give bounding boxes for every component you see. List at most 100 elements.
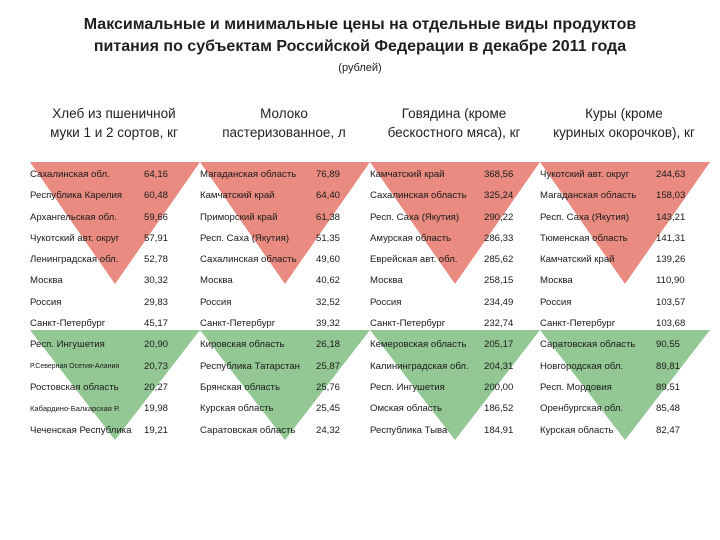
- price-cell: 64,16: [144, 169, 169, 180]
- region-cell: Курская область: [540, 424, 614, 436]
- price-cell: 57,91: [144, 232, 169, 244]
- price-cell: 45,17: [144, 318, 169, 330]
- region-cell: Амурская область: [370, 232, 452, 244]
- min-triangle-beef: [370, 330, 540, 440]
- table-row: Архангельская обл. 59,66 Приморский край 61…: [30, 207, 710, 228]
- region-cell: Москва: [30, 275, 63, 287]
- region-cell: Магаданская область: [200, 169, 297, 180]
- table-row: Респ. Ингушетия 20,90 Кировская область 26,…: [30, 334, 710, 355]
- region-cell: Оренбургская обл.: [540, 403, 624, 415]
- region-cell: Тюменская область: [540, 232, 628, 244]
- region-cell: Кабардино-Балкарская Р.: [30, 404, 120, 414]
- price-cell: 25,87: [316, 360, 341, 372]
- region-cell: Россия: [370, 296, 402, 308]
- max-triangles: [30, 162, 710, 284]
- table-row: Республика Карелия 60,48 Камчатский край 64…: [30, 185, 710, 206]
- price-cell: 143,21: [656, 211, 686, 223]
- price-cell: 89,81: [656, 360, 681, 372]
- price-cell: 19,21: [144, 424, 169, 436]
- price-cell: 110,90: [656, 275, 685, 287]
- region-cell: Еврейская авт. обл.: [370, 254, 458, 266]
- region-cell: Саратовская область: [200, 424, 296, 436]
- table-row: Санкт-Петербург 45,17 Санкт-Петербург 39,32…: [30, 313, 710, 334]
- price-cell: 325,24: [484, 190, 514, 202]
- min-triangle-bread: [30, 330, 200, 440]
- price-cell: 234,49: [484, 296, 514, 308]
- title-line-2: питания по субъектам Российской Федераци…: [93, 38, 627, 55]
- price-cell: 286,33: [484, 232, 514, 244]
- region-cell: Сахалинская обл.: [30, 169, 110, 180]
- price-cell: 49,60: [316, 254, 341, 266]
- region-cell: Санкт-Петербург: [30, 318, 106, 330]
- price-cell: 200,00: [484, 381, 514, 393]
- region-cell: Санкт-Петербург: [370, 318, 446, 330]
- price-cell: 52,78: [144, 254, 169, 266]
- region-cell: Камчатский край: [540, 254, 615, 266]
- min-triangle-milk: [200, 330, 370, 440]
- region-cell: Респ. Ингушетия: [30, 339, 105, 351]
- table-row: Ленинградская обл. 52,78 Сахалинская облас…: [30, 249, 710, 270]
- price-cell: 76,89: [316, 169, 341, 180]
- region-cell: Республика Карелия: [30, 190, 123, 202]
- table-row: Р.Северная Осетия-Алания 20,73 Республика …: [30, 356, 710, 377]
- table-row: Россия 29,83 Россия 32,52 Россия 234,49 Россия…: [30, 292, 710, 313]
- region-cell: Республика Тыва: [370, 424, 448, 436]
- table-row: Чукотский авт. округ 57,91 Респ. Саха (Яку…: [30, 228, 710, 249]
- region-cell: Россия: [30, 296, 62, 308]
- region-cell: Москва: [370, 275, 403, 287]
- price-cell: 40,62: [316, 275, 341, 287]
- price-cell: 141,31: [656, 232, 686, 244]
- region-cell: Санкт-Петербург: [540, 318, 616, 330]
- region-cell: Респ. Ингушетия: [370, 381, 445, 393]
- table-row: Чеченская Республика 19,21 Саратовская обл…: [30, 420, 710, 441]
- price-cell: 244,63: [656, 169, 686, 180]
- region-cell: Ростовская область: [30, 381, 119, 393]
- region-cell: Архангельская обл.: [30, 211, 117, 223]
- column-header-bread: Хлеб из пшеничной муки 1 и 2 сортов, кг: [50, 106, 178, 140]
- price-cell: 205,17: [484, 339, 514, 351]
- region-cell: Сахалинская область: [200, 254, 297, 266]
- price-cell: 30,32: [144, 275, 169, 287]
- price-cell: 26,18: [316, 339, 341, 351]
- region-cell: Чукотский авт. округ: [30, 232, 120, 244]
- region-cell: Кемеровская область: [370, 339, 467, 351]
- column-header-chicken: Куры (кроме куриных окорочков), кг: [553, 106, 695, 140]
- price-cell: 290,22: [484, 211, 514, 223]
- region-cell: Приморский край: [200, 211, 278, 223]
- price-cell: 59,66: [144, 211, 169, 223]
- column-header-milk: Молоко пастеризованное, л: [222, 106, 346, 140]
- price-cell: 51,35: [316, 232, 341, 244]
- max-triangle-beef: [370, 162, 540, 284]
- min-triangle-chicken: [540, 330, 710, 440]
- price-cell: 32,52: [316, 296, 341, 308]
- price-cell: 29,83: [144, 296, 169, 308]
- min-triangles: [30, 330, 710, 440]
- region-cell: Чеченская Республика: [30, 424, 132, 436]
- price-table: Сахалинская обл. 64,16 Магаданская область…: [30, 164, 710, 441]
- page-title: Максимальные и минимальные цены на отдел…: [40, 14, 680, 58]
- region-cell: Р.Северная Осетия-Алания: [30, 362, 120, 370]
- price-cell: 368,56: [484, 169, 514, 180]
- region-cell: Россия: [540, 296, 572, 308]
- table-row: Кабардино-Балкарская Р. 19,98 Курская обла…: [30, 398, 710, 419]
- region-cell: Ленинградская обл.: [30, 254, 119, 266]
- table-row: Сахалинская обл. 64,16 Магаданская область…: [30, 164, 710, 185]
- price-cell: 232,74: [484, 318, 514, 330]
- price-cell: 186,52: [484, 403, 514, 415]
- price-cell: 89,51: [656, 381, 681, 393]
- price-cell: 60,48: [144, 190, 169, 202]
- region-cell: Курская область: [200, 403, 274, 415]
- price-cell: 258,15: [484, 275, 514, 287]
- region-cell: Омская область: [370, 403, 442, 415]
- price-cell: 64,40: [316, 190, 341, 202]
- region-cell: Кировская область: [200, 339, 285, 351]
- region-cell: Россия: [200, 296, 232, 308]
- price-cell: 285,62: [484, 254, 514, 266]
- price-cell: 90,55: [656, 339, 681, 351]
- price-cell: 103,68: [656, 318, 686, 330]
- max-triangle-chicken: [540, 162, 710, 284]
- region-cell: Калининградская обл.: [370, 360, 469, 372]
- price-cell: 25,45: [316, 403, 341, 415]
- region-cell: Санкт-Петербург: [200, 318, 276, 330]
